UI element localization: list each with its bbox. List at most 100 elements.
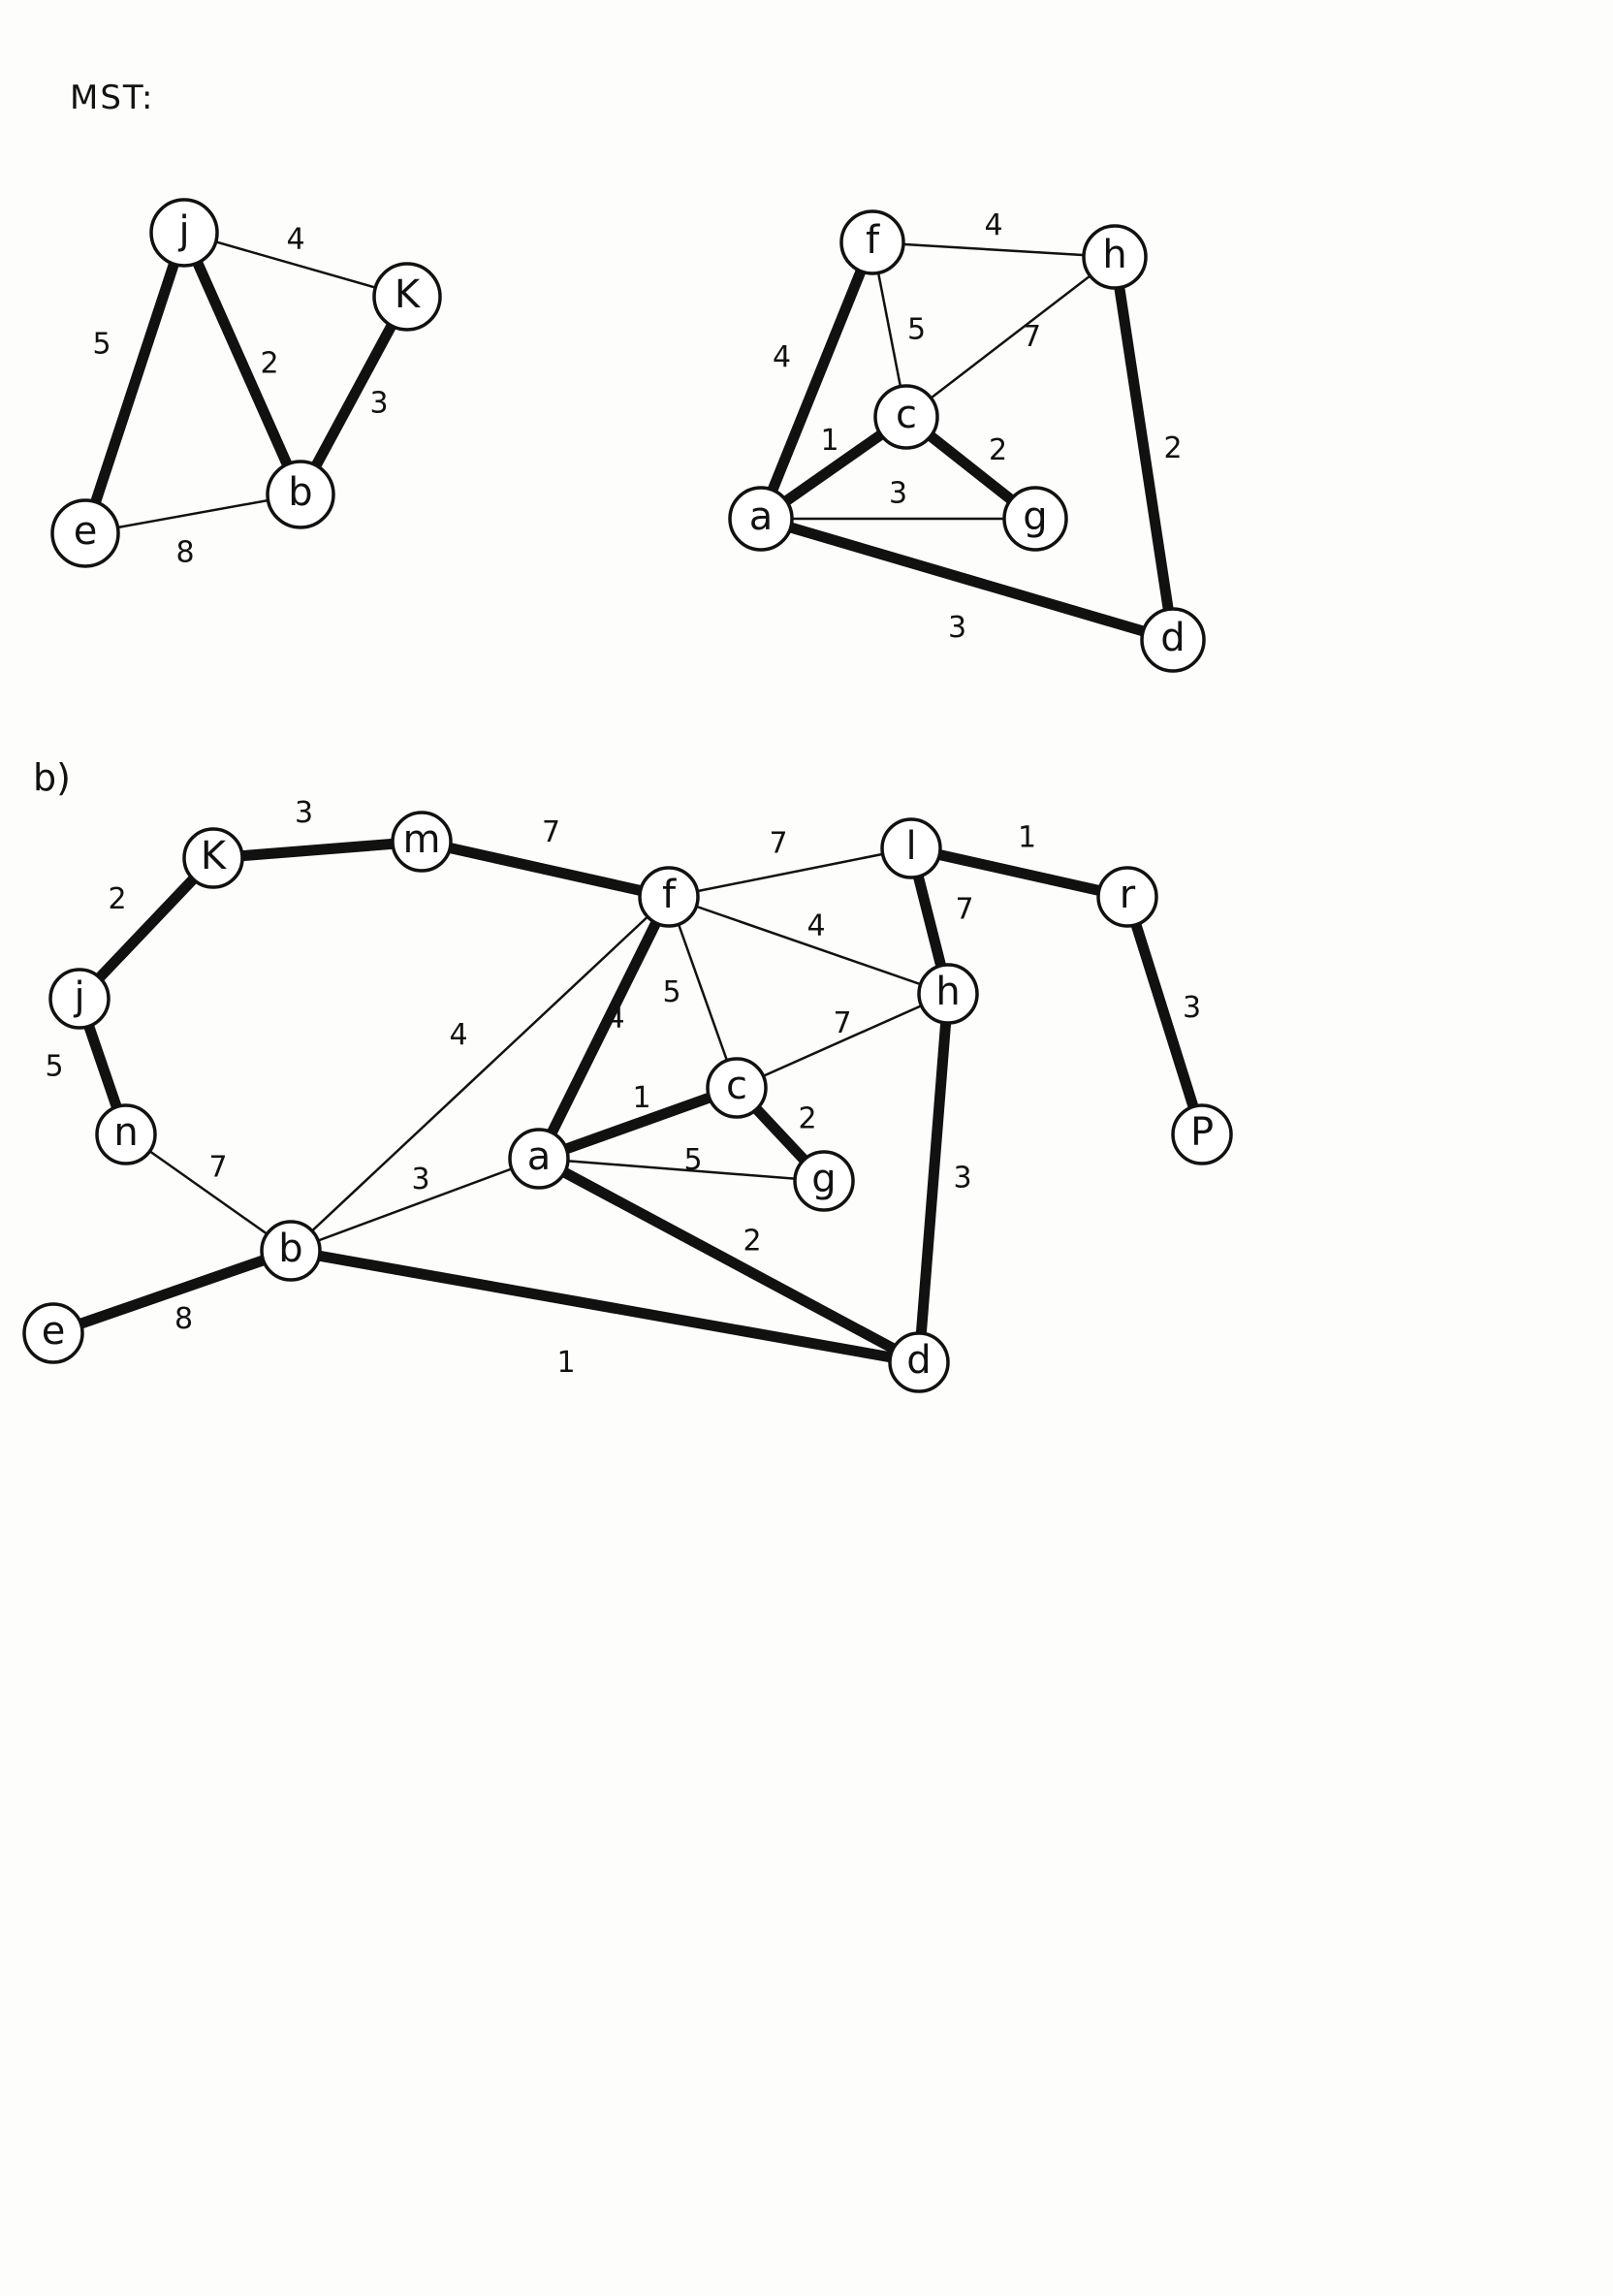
edge-h-c bbox=[736, 992, 949, 1090]
node-circle-f bbox=[839, 209, 905, 275]
edge-weight-K-b: 3 bbox=[369, 387, 388, 421]
edge-weight-e-b: 8 bbox=[175, 536, 194, 570]
edge-weight-l-h: 7 bbox=[955, 893, 973, 927]
mst-heading: MST: bbox=[70, 79, 154, 117]
edge-weight-c-a: 1 bbox=[820, 424, 838, 458]
edge-weight-m-f: 7 bbox=[542, 815, 560, 849]
edge-h-d-mst bbox=[1109, 251, 1179, 646]
edge-b-d-mst bbox=[285, 1245, 925, 1368]
node-label-f: f bbox=[662, 873, 677, 917]
edge-f-a-mst bbox=[755, 237, 878, 525]
node-circle-l bbox=[880, 817, 942, 879]
edge-f-l bbox=[668, 846, 912, 899]
node-label-m: m bbox=[403, 817, 441, 862]
node-circle-K bbox=[372, 262, 442, 332]
node-g: g bbox=[1002, 486, 1068, 552]
edge-c-a-mst bbox=[533, 1082, 743, 1164]
nodes-g2: f h c a g d bbox=[728, 209, 1206, 673]
edge-weight-a-g: 3 bbox=[889, 477, 907, 511]
nodes-g1: j Kb e bbox=[50, 198, 442, 568]
edge-weight-f-h: 4 bbox=[984, 208, 1002, 242]
node-circle-c bbox=[706, 1057, 768, 1119]
edge-weight-f-a: 4 bbox=[606, 1002, 624, 1036]
node-circle-b bbox=[260, 1220, 322, 1282]
node-circle-K bbox=[182, 827, 244, 889]
node-circle-h bbox=[917, 963, 979, 1025]
node-label-P: P bbox=[1190, 1110, 1214, 1155]
edge-f-h bbox=[668, 895, 949, 996]
node-label-r: r bbox=[1120, 873, 1136, 917]
node-circle-a bbox=[728, 486, 794, 552]
node-circle-j bbox=[48, 968, 111, 1030]
edge-weight-f-a: 4 bbox=[773, 340, 791, 374]
edge-weight-f-c: 5 bbox=[907, 313, 926, 347]
edge-e-b bbox=[84, 493, 301, 535]
node-b: b bbox=[260, 1220, 322, 1282]
node-d: d bbox=[1140, 607, 1206, 673]
node-r: r bbox=[1096, 866, 1158, 928]
edge-weight-e-b: 8 bbox=[174, 1302, 193, 1336]
edge-f-b bbox=[290, 896, 670, 1252]
node-label-h: h bbox=[935, 970, 960, 1014]
node-label-b: b bbox=[278, 1227, 302, 1271]
node-j: j bbox=[149, 198, 219, 268]
edge-r-P-mst bbox=[1122, 891, 1208, 1140]
edge-weight-j-K: 4 bbox=[286, 223, 304, 257]
edge-l-r-mst bbox=[905, 843, 1133, 903]
node-label-c: c bbox=[896, 393, 917, 437]
node-label-a: a bbox=[527, 1134, 552, 1179]
node-c: c bbox=[706, 1057, 768, 1119]
node-circle-g bbox=[1002, 486, 1068, 552]
node-circle-P bbox=[1171, 1103, 1233, 1165]
node-label-n: n bbox=[113, 1110, 138, 1155]
edge-f-a-mst bbox=[533, 891, 675, 1164]
node-circle-d bbox=[1140, 607, 1206, 673]
edge-weight-h-c: 7 bbox=[833, 1006, 851, 1040]
edge-weight-h-c: 7 bbox=[1023, 320, 1041, 354]
edge-weight-l-r: 1 bbox=[1018, 821, 1036, 855]
edge-j-e-mst bbox=[79, 227, 190, 539]
node-n: n bbox=[95, 1103, 157, 1165]
edge-e-b-mst bbox=[47, 1245, 297, 1339]
node-label-a: a bbox=[749, 494, 774, 539]
node-label-g: g bbox=[811, 1157, 836, 1201]
edge-weight-f-h: 4 bbox=[806, 909, 825, 943]
node-h: h bbox=[917, 963, 979, 1025]
node-f: f bbox=[839, 209, 905, 275]
edge-weight-b-d: 1 bbox=[556, 1346, 575, 1380]
node-label-K: K bbox=[395, 272, 422, 317]
node-circle-g bbox=[793, 1150, 855, 1212]
edge-weight-a-d: 3 bbox=[948, 611, 966, 645]
node-c: c bbox=[873, 384, 939, 450]
node-label-j: j bbox=[177, 208, 189, 253]
graph-g1: 4 2 5 3 8 j Kb e bbox=[50, 198, 442, 570]
node-label-j: j bbox=[73, 974, 84, 1019]
node-label-h: h bbox=[1102, 233, 1126, 277]
node-label-f: f bbox=[866, 218, 880, 263]
edge-h-c bbox=[905, 256, 1116, 418]
edge-weight-n-b: 7 bbox=[208, 1151, 227, 1185]
edge-weight-K-m: 3 bbox=[295, 796, 313, 830]
node-circle-f bbox=[638, 866, 700, 928]
edge-weights-g2: 4 5 4 7 2 1 2 3 3 bbox=[773, 208, 1183, 645]
node-label-l: l bbox=[905, 824, 916, 869]
node-circle-d bbox=[888, 1331, 950, 1393]
node-circle-c bbox=[873, 384, 939, 450]
node-b: b bbox=[266, 460, 335, 529]
edge-weight-j-n: 5 bbox=[45, 1050, 63, 1084]
edge-weight-h-d: 2 bbox=[1163, 431, 1182, 465]
edge-weight-j-e: 5 bbox=[92, 328, 111, 362]
node-label-e: e bbox=[74, 509, 98, 554]
edge-weight-j-b: 2 bbox=[260, 347, 278, 381]
edge-a-g bbox=[538, 1157, 825, 1183]
node-d: d bbox=[888, 1331, 950, 1393]
node-P: P bbox=[1171, 1103, 1233, 1165]
edge-weight-a-d: 2 bbox=[743, 1225, 761, 1259]
edge-b-a bbox=[290, 1157, 540, 1253]
node-e: e bbox=[22, 1302, 84, 1364]
node-label-d: d bbox=[906, 1338, 931, 1383]
edge-K-b-mst bbox=[295, 291, 413, 500]
node-label-K: K bbox=[201, 834, 228, 878]
edges-g3 bbox=[47, 836, 1208, 1368]
